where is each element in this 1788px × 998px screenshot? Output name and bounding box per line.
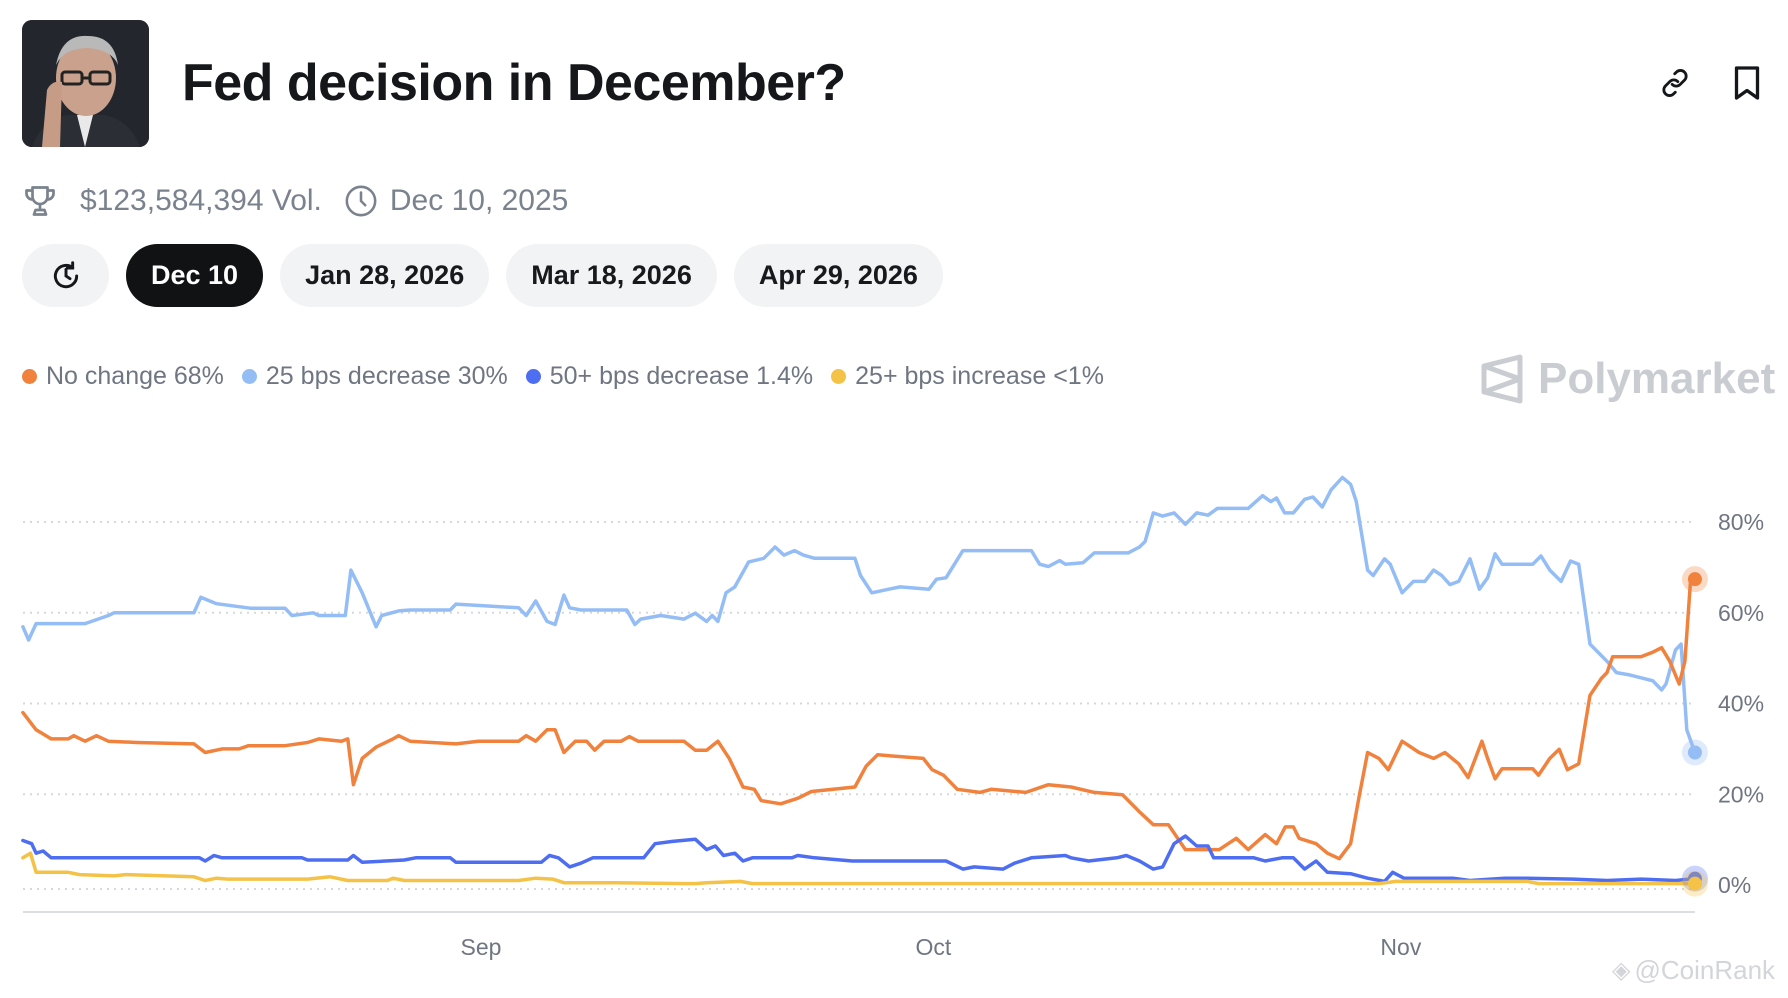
legend-label: No change 68% bbox=[46, 362, 224, 390]
endpoint-marker bbox=[1687, 572, 1702, 587]
legend-dot bbox=[241, 369, 257, 384]
series-line-no-change bbox=[21, 577, 1697, 861]
bookmark-button[interactable] bbox=[1726, 62, 1768, 104]
y-tick-label: 20% bbox=[1718, 781, 1764, 807]
endpoint-marker bbox=[1687, 745, 1702, 760]
watermark-text: @CoinRank bbox=[1634, 955, 1776, 985]
bookmark-icon bbox=[1734, 66, 1760, 100]
coinrank-logo-icon: ◈ bbox=[1612, 957, 1631, 984]
market-meta: $123,584,394 Vol. Dec 10, 2025 bbox=[22, 180, 568, 222]
legend-dot bbox=[525, 369, 541, 384]
legend-label: 25 bps decrease 30% bbox=[265, 362, 508, 390]
series-line-25-bps-increase bbox=[21, 851, 1697, 886]
legend-item-50-decrease: 50+ bps decrease 1.4% bbox=[525, 362, 814, 391]
x-tick-label: Nov bbox=[1380, 934, 1421, 960]
legend-dot bbox=[831, 369, 847, 384]
copy-link-button[interactable] bbox=[1654, 62, 1696, 104]
tab-dec-10[interactable]: Dec 10 bbox=[126, 244, 264, 307]
y-tick-label: 40% bbox=[1718, 691, 1764, 717]
link-icon bbox=[1662, 69, 1688, 97]
volume-text: $123,584,394 Vol. bbox=[80, 184, 322, 217]
polymarket-logo: Polymarket bbox=[1480, 354, 1775, 404]
legend-item-25-decrease: 25 bps decrease 30% bbox=[241, 362, 508, 391]
watermark: ◈ @CoinRank bbox=[1612, 955, 1775, 986]
y-tick-label: 0% bbox=[1718, 872, 1751, 898]
end-date-text: Dec 10, 2025 bbox=[389, 184, 569, 217]
legend-label: 25+ bps increase <1% bbox=[855, 362, 1104, 390]
clock-icon bbox=[345, 185, 377, 217]
polymarket-logo-icon bbox=[1481, 354, 1523, 404]
legend-dot bbox=[22, 369, 37, 384]
trophy-icon bbox=[25, 186, 55, 216]
history-icon bbox=[53, 260, 78, 288]
market-image bbox=[22, 20, 149, 147]
legend-item-no-change: No change 68% bbox=[22, 362, 224, 391]
page-title: Fed decision in December? bbox=[182, 54, 846, 112]
series-line-25-bps-decrease bbox=[21, 475, 1697, 755]
tab-apr-29-2026[interactable]: Apr 29, 2026 bbox=[733, 244, 943, 307]
legend-label: 50+ bps decrease 1.4% bbox=[549, 362, 814, 390]
series-line-50-bps-decrease bbox=[21, 834, 1697, 884]
x-tick-label: Sep bbox=[461, 934, 502, 960]
legend-item-25-increase: 25+ bps increase <1% bbox=[831, 362, 1104, 391]
brand-name: Polymarket bbox=[1538, 354, 1776, 403]
y-tick-label: 80% bbox=[1718, 509, 1764, 535]
y-tick-label: 60% bbox=[1718, 600, 1764, 626]
tab-mar-18-2026[interactable]: Mar 18, 2026 bbox=[506, 244, 717, 307]
tab-jan-28-2026[interactable]: Jan 28, 2026 bbox=[280, 244, 490, 307]
chart-legend: No change 68% 25 bps decrease 30% 50+ bp… bbox=[22, 362, 1122, 391]
person-photo-icon bbox=[22, 20, 149, 147]
history-button[interactable] bbox=[22, 244, 109, 307]
endpoint-marker bbox=[1687, 876, 1702, 891]
x-tick-label: Oct bbox=[916, 934, 952, 960]
date-tabs: Dec 10 Jan 28, 2026 Mar 18, 2026 Apr 29,… bbox=[22, 244, 943, 307]
